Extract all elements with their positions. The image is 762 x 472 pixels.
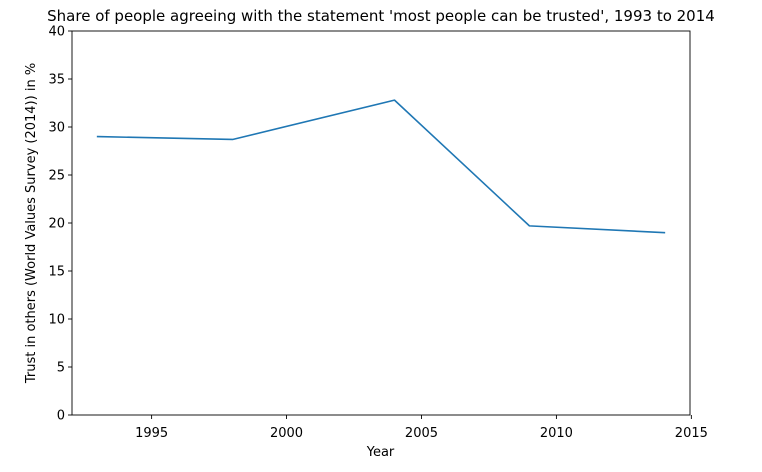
x-axis: 1995 2000 2005 2010 2015 <box>135 415 708 441</box>
y-tick-label: 15 <box>48 265 65 280</box>
series-line-0 <box>96 99 666 234</box>
x-tick-label: 2015 <box>675 426 708 441</box>
x-tick-label: 2000 <box>270 426 303 441</box>
x-axis-title: Year <box>366 445 395 460</box>
y-tick-label: 20 <box>48 217 65 232</box>
plot-frame <box>71 30 691 416</box>
y-tick-label: 40 <box>48 25 65 40</box>
y-tick-label: 30 <box>48 121 65 136</box>
x-tick-label: 2010 <box>540 426 573 441</box>
y-tick-label: 25 <box>48 169 65 184</box>
plot-area <box>71 30 691 416</box>
y-tick-label: 5 <box>57 361 65 376</box>
y-axis-title: Trust in others (World Values Survey (20… <box>24 63 39 384</box>
x-tick-label: 2005 <box>405 426 438 441</box>
y-axis: 0 5 10 15 20 25 30 35 40 <box>48 25 72 424</box>
x-tick-label: 1995 <box>135 426 168 441</box>
y-tick-label: 35 <box>48 73 65 88</box>
y-tick-label: 0 <box>57 409 65 424</box>
chart-title: Share of people agreeing with the statem… <box>47 7 715 25</box>
y-tick-label: 10 <box>48 313 65 328</box>
